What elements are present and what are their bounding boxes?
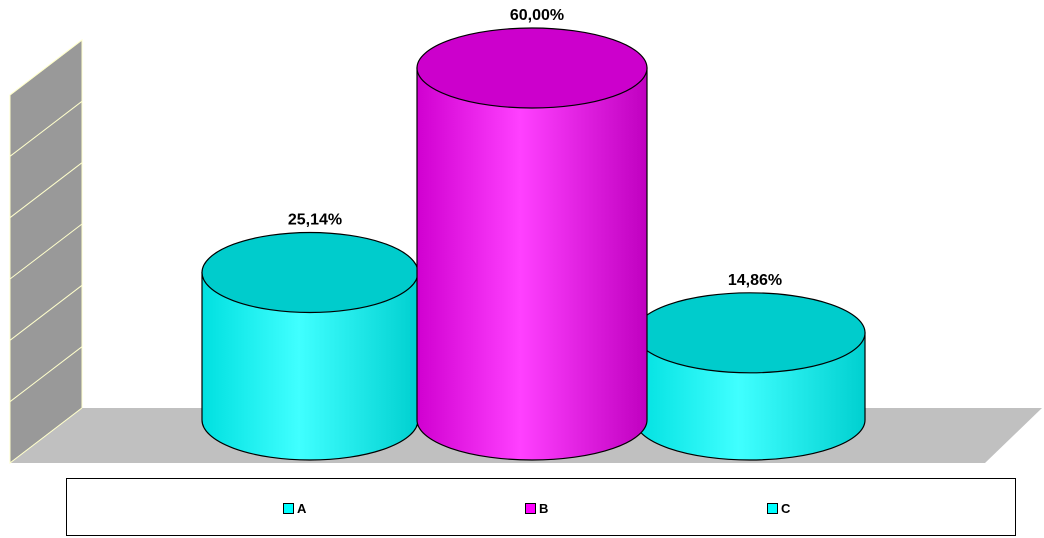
plot-area: 25,14% 14,86% 60,00%: [9, 7, 1042, 465]
legend: A B C: [66, 478, 1016, 536]
cylinder-chart: 25,14% 14,86% 60,00%: [9, 7, 1042, 465]
gridline: [9, 100, 83, 157]
legend-item-c: C: [767, 501, 790, 516]
bar-top-a: [201, 231, 419, 314]
gridline: [9, 39, 83, 96]
bars: [201, 27, 866, 461]
gridlines: [9, 39, 83, 464]
legend-item-a: A: [283, 501, 306, 516]
bar-c: [634, 292, 866, 461]
bar-a: [201, 231, 419, 461]
legend-label-b: B: [539, 501, 549, 516]
bar-top-c: [634, 292, 866, 374]
legend-label-a: A: [297, 501, 307, 516]
data-labels: 25,14% 14,86% 60,00%: [288, 7, 782, 289]
bar-body-b: [416, 67, 648, 461]
gridline: [9, 223, 83, 280]
bar-top-b: [416, 27, 648, 109]
data-label-c: 14,86%: [728, 272, 782, 289]
legend-swatch-a: [283, 503, 294, 514]
legend-item-b: B: [525, 501, 548, 516]
legend-label-c: C: [781, 501, 791, 516]
gridline: [9, 162, 83, 219]
legend-swatch-c: [767, 503, 778, 514]
gridline: [9, 284, 83, 341]
bar-b: [416, 27, 648, 461]
gridline: [9, 346, 83, 403]
gridline: [9, 407, 83, 464]
legend-swatch-b: [525, 503, 536, 514]
data-label-a: 25,14%: [288, 212, 342, 229]
bar-body-a: [201, 271, 419, 461]
data-label-b: 60,00%: [510, 7, 564, 24]
